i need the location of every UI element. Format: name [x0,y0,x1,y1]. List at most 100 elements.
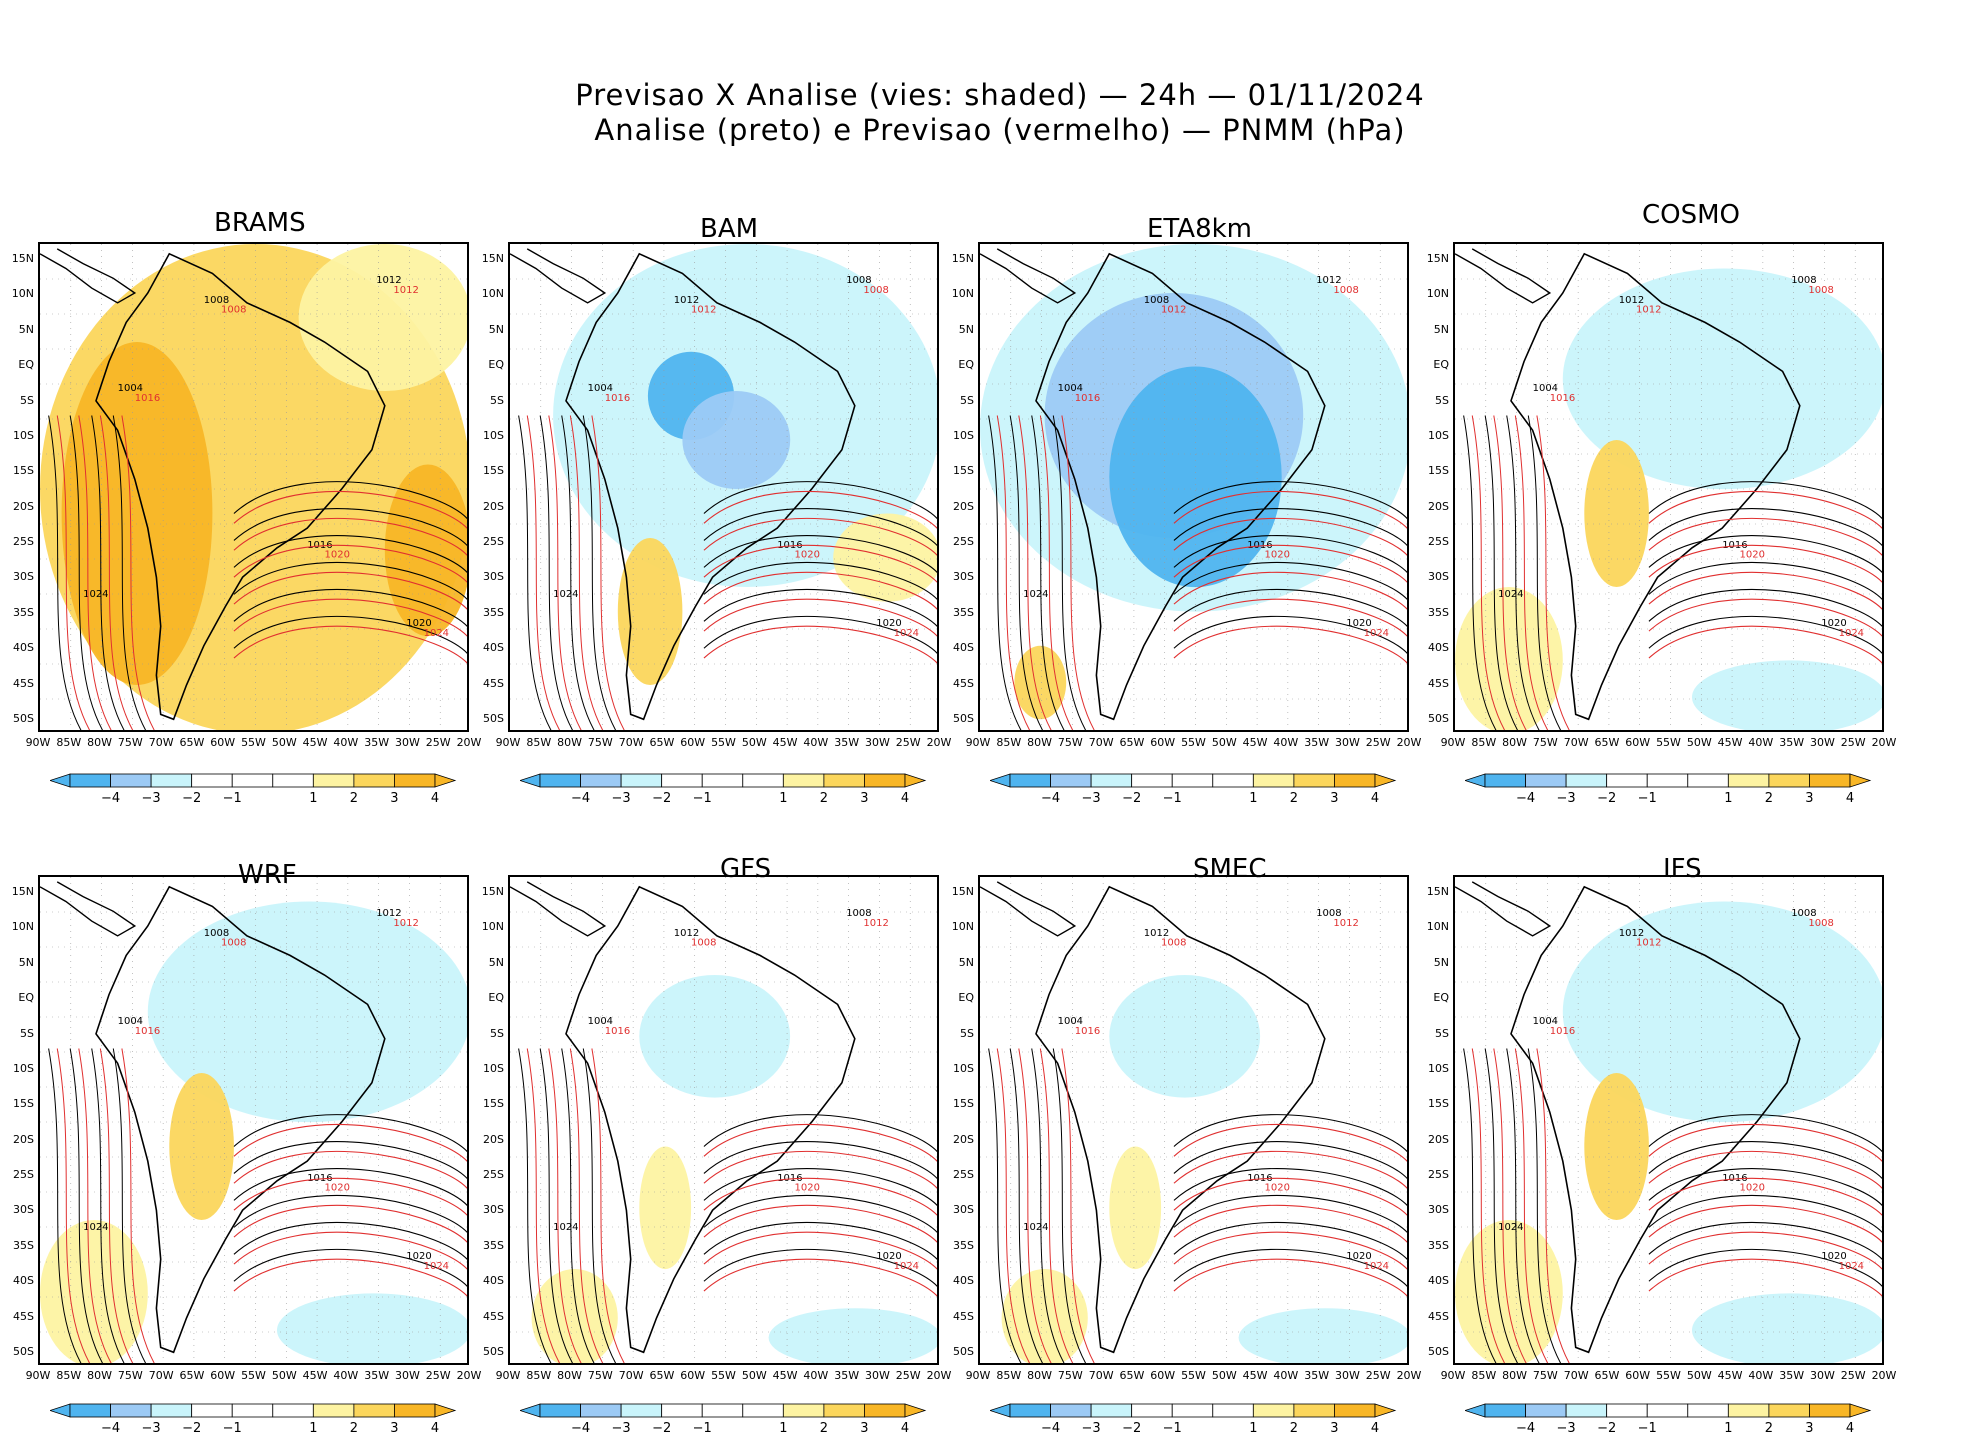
isobar-label: 1016 [135,393,160,404]
isobar-label: 1016 [1247,1173,1272,1184]
colorbar-segment [864,773,906,788]
colorbar-segment [701,773,744,788]
isobar-line [569,415,604,730]
bias-shading-region [1692,660,1882,730]
isobar-line [703,535,937,574]
isobar-line [1031,1048,1065,1363]
colorbar-segment [1050,773,1092,788]
map-canvas: 1008101210041016102010241012100810161020… [980,877,1407,1363]
colorbar-label: −4 [100,791,121,806]
latitude-label: 20S [13,499,34,513]
longitude-label: 45W [1717,1369,1743,1382]
colorbar-right-arrow [1849,1403,1872,1418]
latitude-label: 30S [483,570,504,584]
latitude-label: 10N [1426,287,1449,301]
latitude-label: 45S [13,676,34,690]
colorbar-segment [782,1403,825,1418]
longitude-label: 55W [711,736,736,749]
isobar-line [703,1248,937,1288]
colorbar-label: −3 [1556,1421,1576,1436]
isobar-line [1173,1248,1407,1288]
colorbar-right-arrow [1374,773,1397,788]
latitude-label: 25S [483,535,504,549]
isobar-line [1173,598,1407,638]
bias-shading-region [1584,1073,1649,1220]
isobar-line [703,1123,937,1163]
longitude-label: 85W [1471,736,1497,749]
isobar-label: 1024 [424,1261,449,1272]
latitude-label: 5N [958,322,974,336]
longitude-label: 20W [456,736,482,749]
isobar-line [233,571,467,611]
central-america-coastline [510,881,607,937]
isobar-label: 1024 [1839,628,1864,639]
colorbar-segment [580,773,622,788]
colorbar-left-arrow [1465,1403,1486,1418]
isobar-line [1173,1141,1407,1180]
colorbar-segment [353,1403,395,1418]
panel-title: BAM [700,214,759,244]
longitude-label: 55W [1656,1369,1681,1382]
latitude-label: 10S [483,1061,504,1075]
isobar-label: 1004 [118,383,143,394]
colorbar-label: 1 [779,1421,788,1436]
colorbar-label: 1 [1249,791,1258,806]
isobar-label: 1008 [221,305,246,316]
colorbar-segment [539,1403,581,1418]
isobar-line [1648,625,1882,664]
isobar-line [1173,1150,1407,1190]
longitude-label: 30W [864,1369,890,1382]
graticule [40,877,467,1363]
isobar-line [233,1114,467,1153]
isobar-label: 1012 [393,918,418,929]
longitude-label: 80W [1502,1369,1527,1382]
latitude-label: 10S [953,1061,974,1075]
colorbar-segment [1768,773,1810,788]
isobar-line [526,415,561,730]
isobar-line [233,508,467,547]
isobar-line [561,1048,595,1363]
isobar-line [1009,415,1044,730]
longitude-label: 45W [1242,1369,1268,1382]
colorbar-label: −1 [1162,1421,1182,1436]
colorbar-label: 1 [309,791,318,806]
longitude-label: 75W [1532,1369,1558,1382]
isobar-line [1173,1231,1407,1271]
longitude-label: 80W [557,1369,582,1382]
colorbar-segment [1171,773,1214,788]
isobar-line [233,1141,467,1180]
longitude-label: 90W [25,736,51,749]
isobar-line [703,481,937,520]
longitude-label: 55W [711,1369,736,1382]
isobar-line [703,544,937,584]
colorbar [50,773,457,788]
isobar-line [1061,415,1095,730]
isobar-line [91,1048,125,1363]
latitude-label: 10S [13,1061,34,1075]
latitude-label: 10N [481,287,504,301]
longitude-label: 75W [587,736,613,749]
bias-shading-region [169,1073,234,1220]
isobar-label: 1020 [406,1251,431,1262]
colorbar-label: −2 [652,1421,672,1436]
longitude-label: 30W [1334,1369,1360,1382]
longitude-label: 70W [148,736,174,749]
colorbar-segment [1334,773,1376,788]
isobar-line [1061,1048,1095,1363]
bias-shading-region [1109,975,1261,1098]
isobar-label: 1012 [376,275,401,286]
longitude-label: 85W [526,736,552,749]
panel-title: COSMO [1642,200,1741,230]
colorbar-segment [110,773,152,788]
latitude-label: 50S [483,712,504,725]
isobar-line [1173,481,1407,520]
longitude-label: 35W [834,1369,860,1382]
isobar-label: 1012 [1316,275,1341,286]
isobar-line [703,625,937,664]
isobar-line [703,1204,937,1244]
latitude-label: 50S [13,1345,34,1358]
isobar-line [561,415,595,730]
